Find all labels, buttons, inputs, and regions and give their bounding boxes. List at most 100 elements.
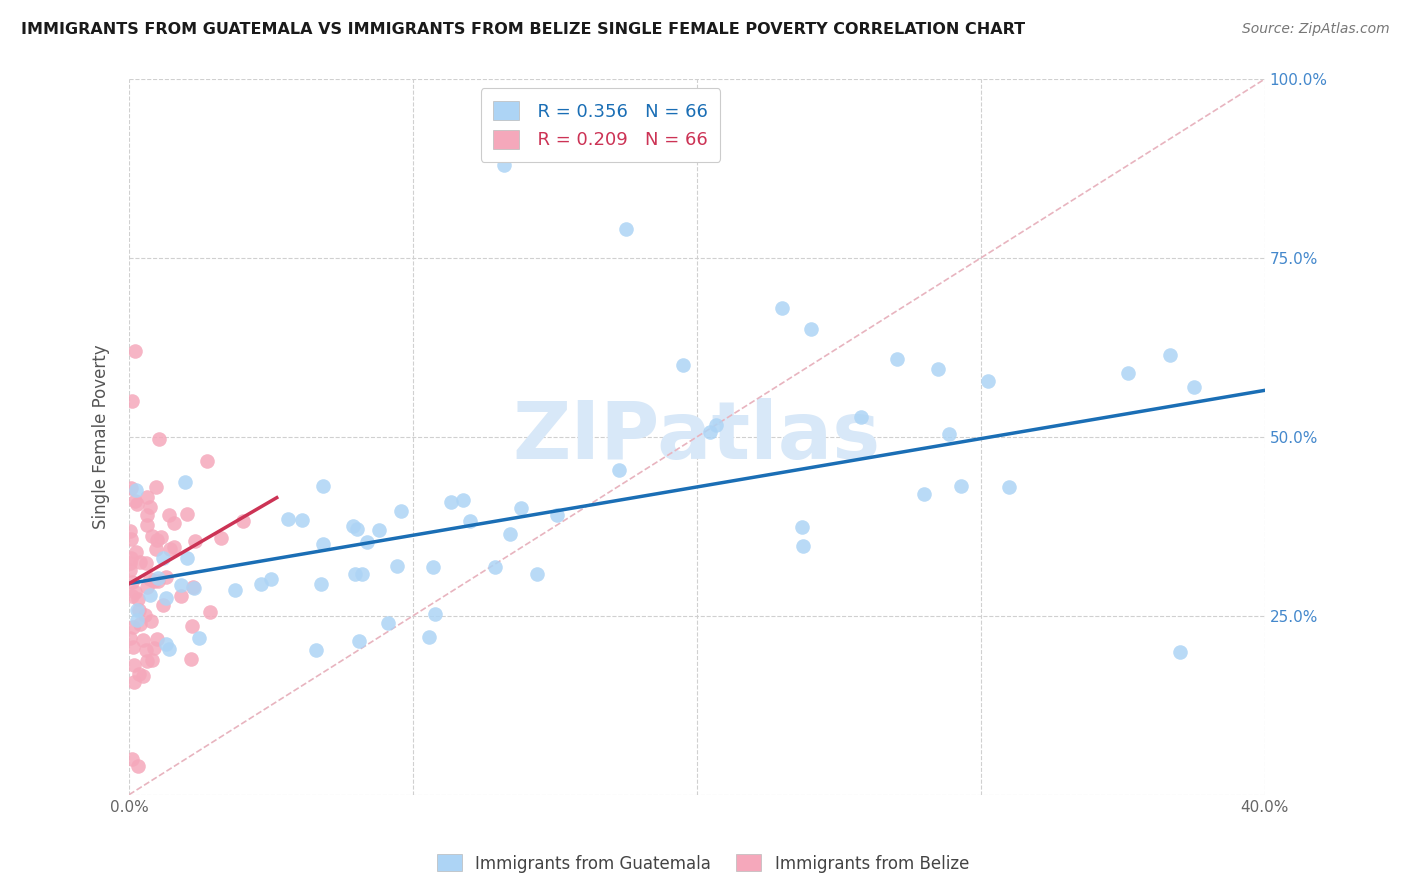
Point [141,653,163,667]
Point [124,343,146,358]
Point [312,536,335,550]
Point [499,527,522,541]
Point [792,540,814,554]
Point [1159,348,1181,362]
Legend:   R = 0.356   N = 66,   R = 0.209   N = 66: R = 0.356 N = 66, R = 0.209 N = 66 [481,88,720,162]
Point [139,500,162,515]
Point [162,541,184,555]
Point [187,631,209,645]
Point [135,556,157,570]
Point [672,358,695,372]
Point [127,603,149,617]
Point [120,556,142,570]
Point [121,575,143,590]
Y-axis label: Single Female Poverty: Single Female Poverty [93,344,110,529]
Point [122,640,145,655]
Point [143,574,166,589]
Point [250,577,273,591]
Point [458,514,481,528]
Point [209,531,232,545]
Point [938,427,960,442]
Point [120,481,142,495]
Point [849,410,872,425]
Point [998,480,1021,494]
Point [176,550,198,565]
Point [607,463,630,477]
Point [139,588,162,602]
Point [492,158,515,172]
Point [451,493,474,508]
Point [122,674,145,689]
Point [305,643,328,657]
Point [128,556,150,570]
Point [135,580,157,594]
Point [174,475,197,489]
Point [152,550,174,565]
Point [184,533,207,548]
Point [127,592,149,607]
Point [125,497,148,511]
Point [912,487,935,501]
Point [125,545,148,559]
Point [342,519,364,533]
Legend: Immigrants from Guatemala, Immigrants from Belize: Immigrants from Guatemala, Immigrants fr… [430,847,976,880]
Point [260,572,283,586]
Point [232,514,254,528]
Point [180,652,202,666]
Point [139,614,162,628]
Point [121,590,143,604]
Point [699,425,721,439]
Point [352,567,374,582]
Point [1182,380,1205,394]
Point [121,394,143,409]
Point [377,615,399,630]
Point [1118,366,1140,380]
Point [170,578,193,592]
Point [291,513,314,527]
Point [125,483,148,498]
Point [155,591,177,606]
Point [1168,644,1191,658]
Point [146,533,169,548]
Point [121,752,143,766]
Point [131,669,153,683]
Text: Source: ZipAtlas.com: Source: ZipAtlas.com [1241,22,1389,37]
Point [440,495,463,509]
Point [344,566,367,581]
Point [311,479,333,493]
Point [155,637,177,651]
Point [927,362,949,376]
Point [127,759,149,773]
Text: ZIPatlas: ZIPatlas [513,398,882,475]
Point [146,632,169,646]
Point [790,520,813,534]
Point [136,508,159,523]
Point [163,516,186,530]
Point [422,559,444,574]
Point [125,614,148,628]
Point [180,619,202,633]
Point [148,432,170,446]
Point [347,633,370,648]
Point [770,301,793,315]
Point [146,574,169,589]
Point [136,518,159,533]
Point [170,590,193,604]
Point [120,551,142,566]
Point [120,564,142,578]
Point [152,598,174,612]
Point [159,542,181,557]
Point [124,493,146,508]
Point [149,530,172,544]
Point [484,559,506,574]
Point [886,352,908,367]
Point [704,418,727,433]
Point [181,580,204,594]
Point [136,490,159,504]
Point [141,529,163,543]
Point [195,454,218,468]
Point [526,567,548,582]
Point [368,523,391,537]
Point [224,583,246,598]
Point [510,501,533,516]
